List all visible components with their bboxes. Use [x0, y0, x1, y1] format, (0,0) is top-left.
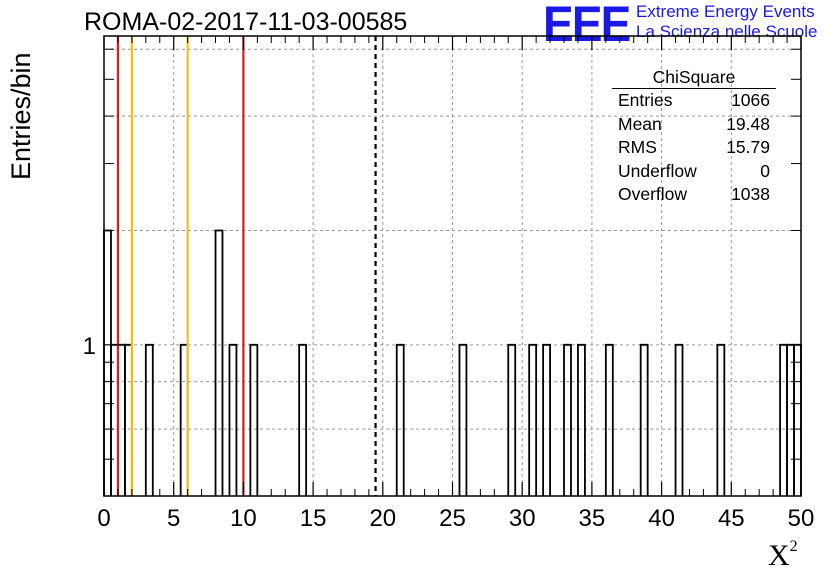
stats-label: Entries: [618, 90, 673, 110]
histogram-bin: [144, 343, 154, 496]
histogram-bin: [793, 343, 802, 496]
stats-value: 15.79: [726, 137, 770, 157]
histogram-bin: [716, 343, 726, 496]
histogram-bin: [298, 343, 308, 496]
x-axis-label: X2: [768, 538, 798, 573]
histogram-bin: [214, 229, 224, 496]
histogram-bin: [786, 343, 795, 496]
x-tick-label: 25: [439, 505, 466, 532]
stats-value: 1038: [731, 184, 770, 204]
stats-row-mean: Mean 19.48: [612, 113, 776, 137]
x-axis-label-sup: 2: [789, 538, 798, 555]
stats-label: Mean: [618, 113, 662, 134]
x-tick-label: 0: [97, 505, 110, 532]
histogram-bin: [528, 343, 538, 496]
histogram-bin: [249, 343, 259, 496]
x-tick-label: 40: [648, 505, 675, 532]
histogram-bin: [507, 343, 517, 496]
x-tick-label: 30: [509, 505, 536, 532]
histogram-bin: [674, 343, 684, 496]
histogram-bin: [639, 343, 649, 496]
stats-row-rms: RMS 15.79: [612, 136, 776, 160]
stats-row-overflow: Overflow 1038: [612, 183, 776, 207]
histogram-bin: [577, 343, 586, 496]
stats-label: Overflow: [618, 184, 688, 204]
stats-label: Underflow: [618, 160, 697, 181]
y-tick-label: 1: [83, 333, 96, 360]
x-tick-label: 20: [369, 505, 396, 532]
histogram-bin: [228, 343, 238, 496]
stats-box: ChiSquare Entries 1066 Mean 19.48 RMS 15…: [612, 66, 776, 207]
stats-title: ChiSquare: [612, 66, 776, 89]
histogram-bin: [542, 343, 551, 496]
x-tick-label: 15: [300, 505, 327, 532]
x-axis-label-base: X: [768, 539, 790, 572]
stats-row-entries: Entries 1066: [612, 89, 776, 113]
histogram-bin: [458, 343, 468, 496]
x-tick-label: 35: [579, 505, 606, 532]
x-tick-label: 5: [167, 505, 180, 532]
histogram-bin: [103, 229, 112, 496]
eee-logo: EEE: [543, 0, 631, 52]
logo-line-1: Extreme Energy Events: [636, 2, 815, 21]
histogram-bin: [779, 343, 788, 496]
histogram-bin: [604, 343, 614, 496]
stats-value: 0: [760, 160, 770, 181]
stats-row-underflow: Underflow 0: [612, 160, 776, 184]
stats-value: 19.48: [726, 113, 770, 134]
x-tick-label: 50: [788, 505, 815, 532]
x-tick-label: 10: [230, 505, 257, 532]
stats-label: RMS: [618, 137, 657, 157]
x-tick-label: 45: [718, 505, 745, 532]
run-title: ROMA-02-2017-11-03-00585: [84, 8, 408, 36]
histogram-bin: [395, 343, 405, 496]
histogram-bin: [563, 343, 572, 496]
stats-value: 1066: [731, 90, 770, 110]
